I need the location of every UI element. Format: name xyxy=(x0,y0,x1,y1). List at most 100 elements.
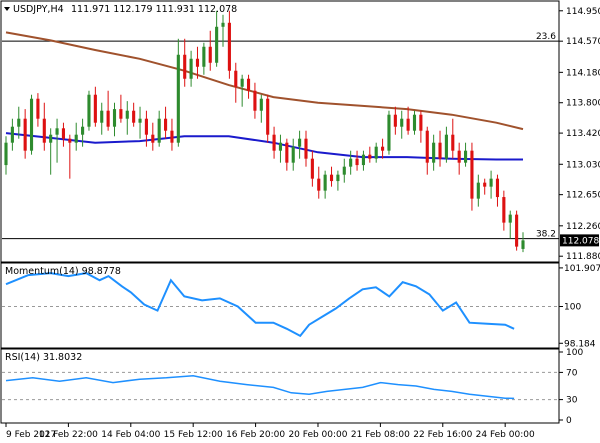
chart-ohlc: 111.971 112.179 111.931 112.078 xyxy=(71,4,237,15)
candle-body xyxy=(195,58,200,67)
candle-body xyxy=(74,134,78,143)
candle-body xyxy=(355,158,359,166)
candle-body xyxy=(164,118,168,131)
chart-symbol: USDJPY,H4 xyxy=(13,4,64,15)
collapse-triangle-icon[interactable] xyxy=(4,7,10,11)
candle-body xyxy=(323,174,327,191)
candle-body xyxy=(132,110,136,123)
candle-body xyxy=(285,142,289,163)
candle-body xyxy=(381,146,385,151)
price-plot: 114.950 114.570 114.180 113.800 113.420 113.0… xyxy=(2,7,600,262)
candle-body xyxy=(278,142,283,151)
candle-body xyxy=(176,54,180,143)
candle-body xyxy=(151,134,155,143)
candle-body xyxy=(304,138,308,159)
candle-body xyxy=(100,110,104,123)
price-tick-label: 112.650 xyxy=(566,191,600,201)
price-panel xyxy=(0,0,560,263)
candle-body xyxy=(432,142,436,163)
candle-body xyxy=(515,214,519,247)
price-tick-label: 113.800 xyxy=(566,99,600,109)
candle-body xyxy=(10,126,14,143)
candle-body xyxy=(470,150,474,199)
candle-body xyxy=(502,197,506,223)
candle-body xyxy=(444,134,448,159)
rsi-label: RSI(14) 31.8032 xyxy=(5,352,82,363)
candle-body xyxy=(521,240,525,249)
candle-body xyxy=(157,118,161,143)
candle-body xyxy=(87,94,91,127)
candle-body xyxy=(495,178,500,198)
candle-body xyxy=(208,46,212,63)
price-tick-label: 112.260 xyxy=(566,222,600,232)
candle-body xyxy=(17,118,21,127)
candle-body xyxy=(368,154,372,159)
candle-body xyxy=(476,182,480,199)
time-tick-label: 14 Feb 04:00 xyxy=(101,430,160,440)
candle-body xyxy=(170,130,174,143)
fib-level-label: 23.6 xyxy=(536,32,556,42)
candle-body xyxy=(61,128,66,139)
candle-body xyxy=(349,158,353,167)
candle-body xyxy=(463,150,468,163)
time-tick-label: 21 Feb 08:00 xyxy=(351,430,410,440)
candle-body xyxy=(189,58,193,79)
candle-body xyxy=(215,26,219,63)
candle-body xyxy=(240,78,244,87)
price-tick-label: 114.950 xyxy=(566,7,600,17)
candle-body xyxy=(393,114,397,127)
momentum-panel xyxy=(0,262,560,349)
candle-body xyxy=(489,178,493,187)
time-tick-label: 20 Feb 00:00 xyxy=(288,430,347,440)
candle-body xyxy=(246,78,251,91)
candle-body xyxy=(144,118,148,135)
rsi-line xyxy=(5,375,515,400)
candle-body xyxy=(234,70,238,87)
candle-body xyxy=(317,178,321,191)
candle-body xyxy=(508,214,512,223)
candle-body xyxy=(119,109,123,119)
candle-body xyxy=(202,46,206,67)
candle-body xyxy=(49,134,53,143)
candle-body xyxy=(298,138,302,147)
candle-body xyxy=(4,142,8,166)
candle-body xyxy=(253,90,257,111)
current-price-label: 112.078 xyxy=(562,236,599,246)
rsi-tick-label: 100 xyxy=(566,348,583,358)
price-tick-label: 113.420 xyxy=(566,129,600,139)
price-tick-label: 114.570 xyxy=(566,37,600,47)
price-tick-label: 113.030 xyxy=(566,160,600,170)
fib-level-label: 38.2 xyxy=(536,230,556,240)
candle-body xyxy=(221,22,225,27)
candle-body xyxy=(227,22,231,71)
candle-body xyxy=(259,98,263,111)
candle-body xyxy=(23,118,27,151)
rsi-tick-label: 70 xyxy=(566,368,578,378)
rsi-plot: 100 70 30 0 xyxy=(2,348,583,426)
candle-body xyxy=(183,54,187,79)
candle-body xyxy=(272,134,276,151)
candle-body xyxy=(387,114,391,151)
candle-body xyxy=(138,118,142,123)
time-tick-label: 15 Feb 12:00 xyxy=(164,430,223,440)
time-tick-label: 16 Feb 20:00 xyxy=(226,430,285,440)
candle-body xyxy=(266,98,270,135)
time-tick-label: 22 Feb 16:00 xyxy=(413,430,472,440)
rsi-tick-label: 30 xyxy=(566,396,578,406)
candle-body xyxy=(419,114,423,131)
candle-body xyxy=(112,109,117,127)
candle-body xyxy=(125,110,129,119)
candle-body xyxy=(374,146,378,159)
candle-body xyxy=(438,142,442,159)
candle-body xyxy=(310,158,314,179)
time-tick-label: 9 Feb 2017 xyxy=(6,430,56,440)
candle-body xyxy=(361,154,365,166)
candle-body xyxy=(329,174,334,182)
candle-body xyxy=(336,174,340,182)
time-tick-label: 24 Feb 00:00 xyxy=(476,430,535,440)
candle-body xyxy=(406,118,410,131)
candle-body xyxy=(400,118,404,127)
sma-slow-line xyxy=(5,31,524,131)
